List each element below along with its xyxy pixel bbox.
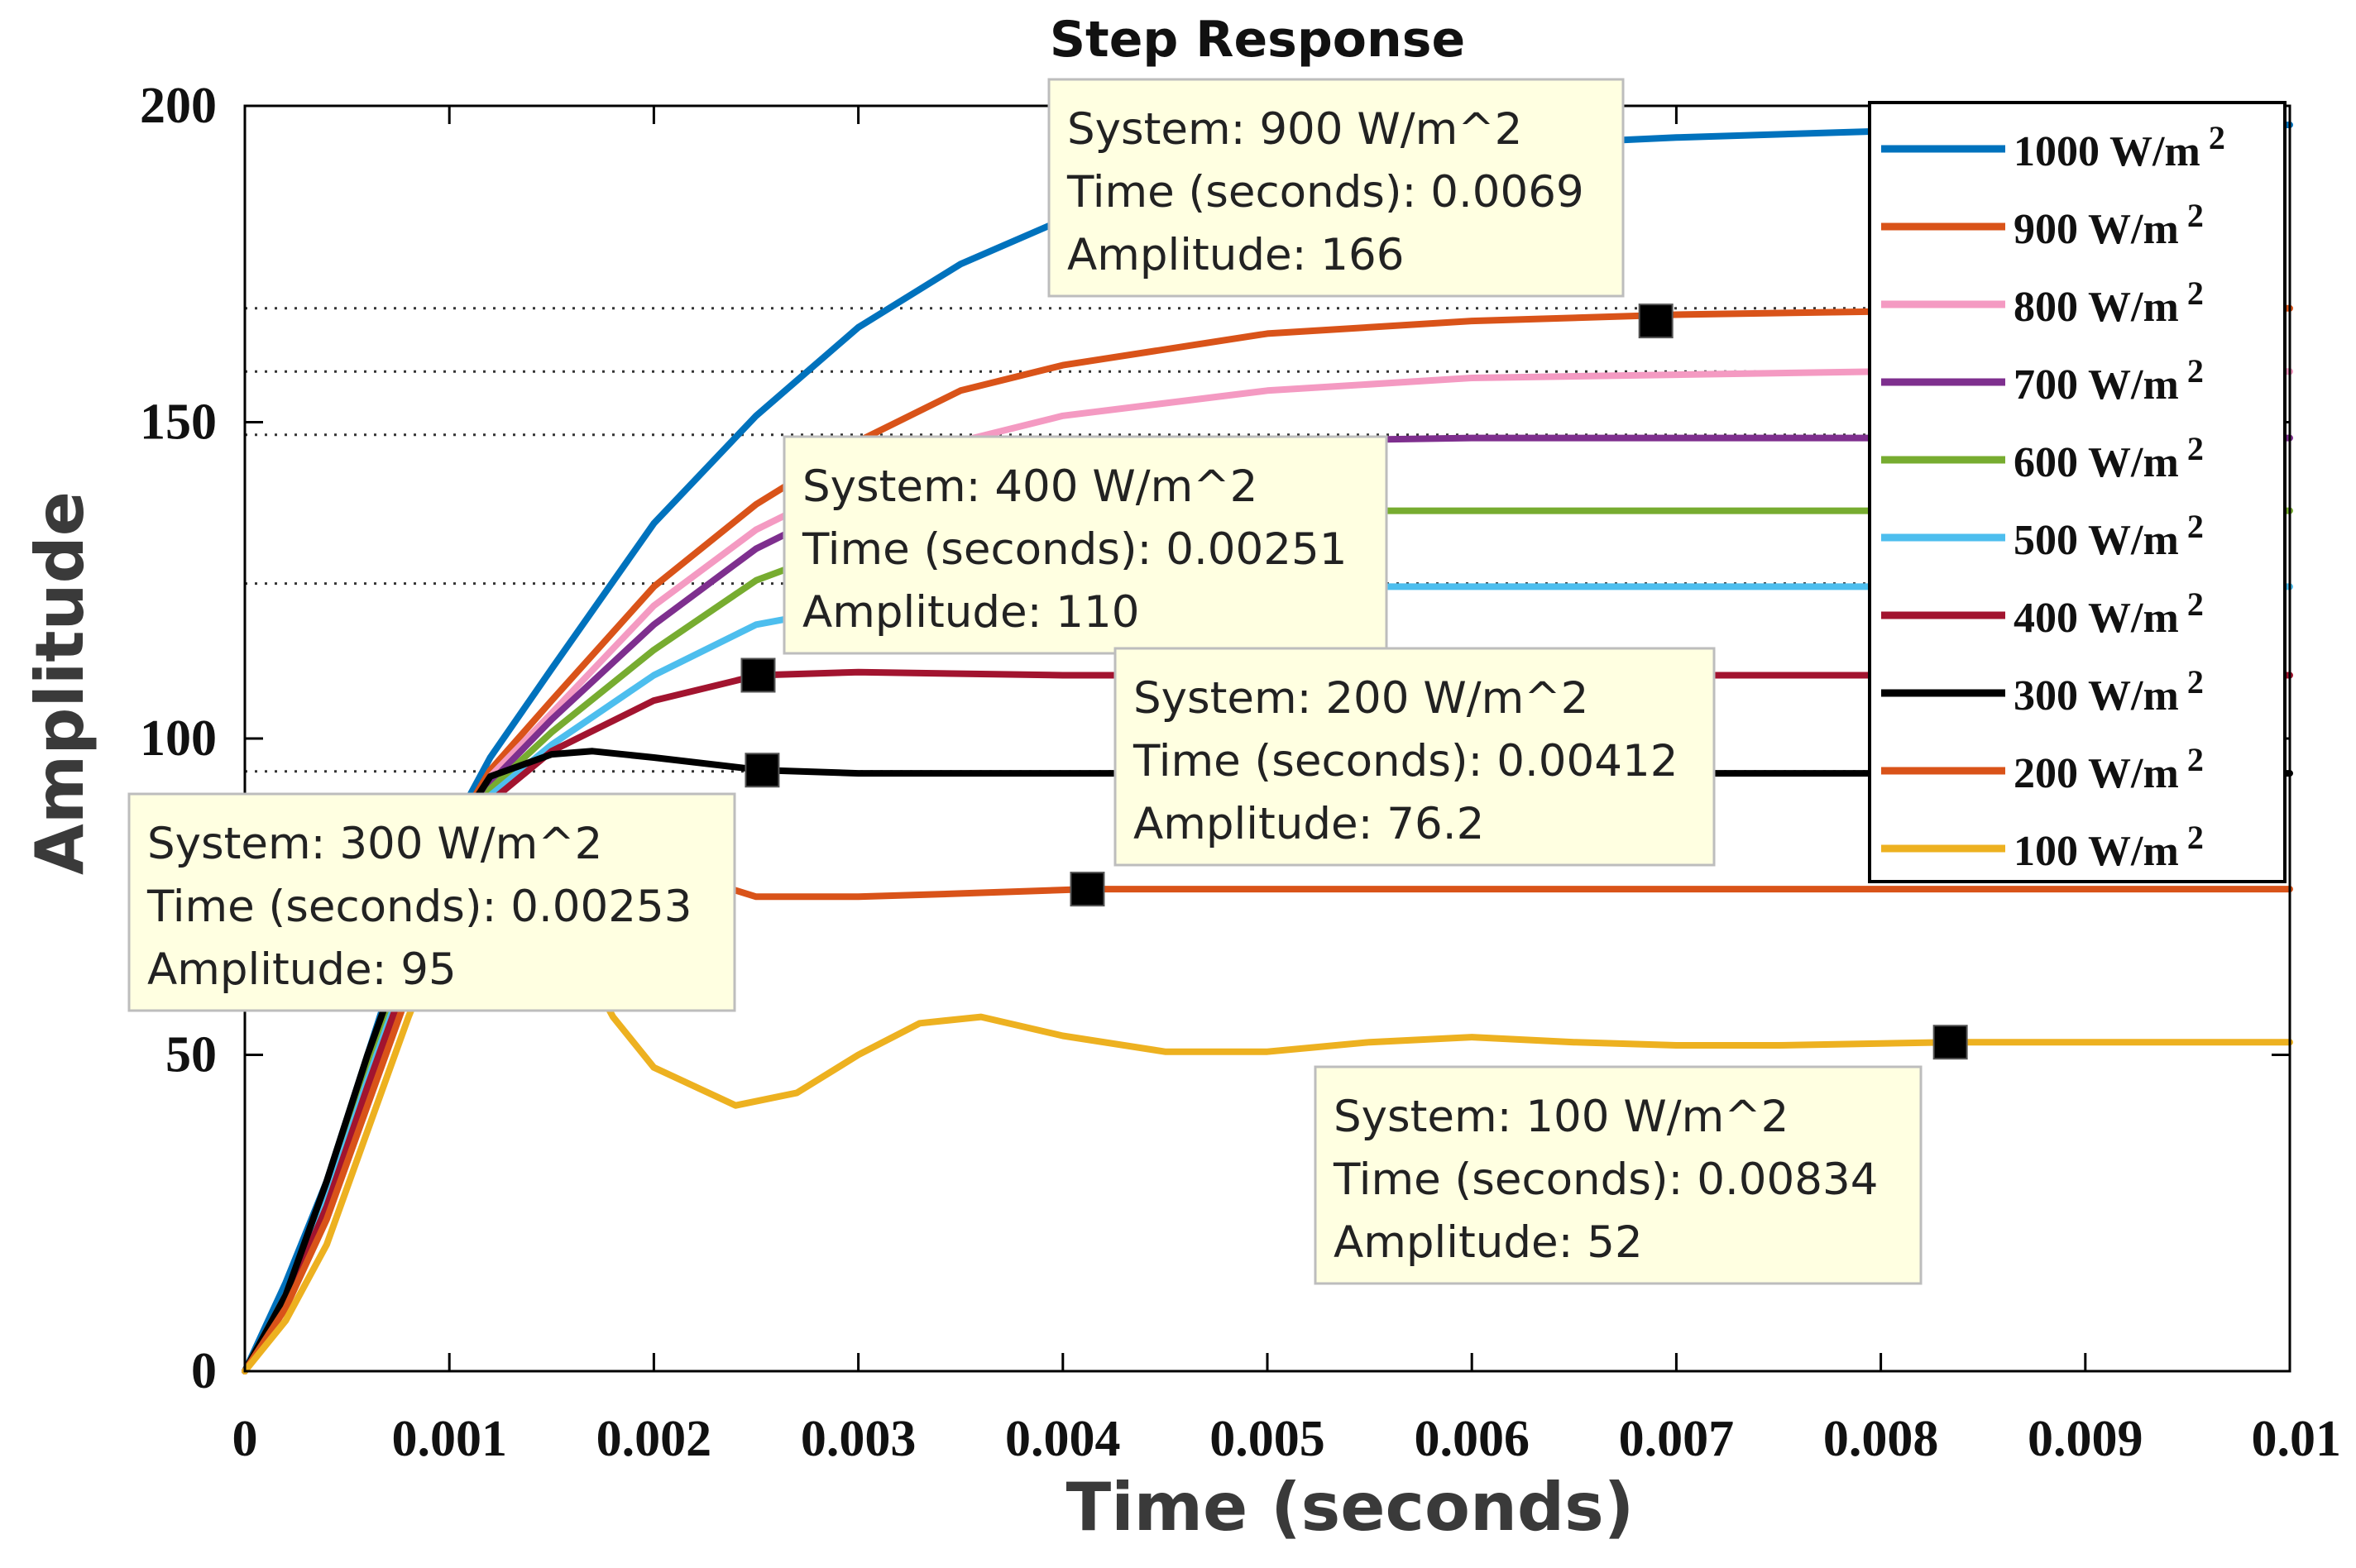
legend-entry-0: 1000 W/m 2: [1881, 119, 2225, 175]
legend-superscript-6: 2: [2179, 586, 2204, 623]
datatip-marker-1: [740, 657, 776, 693]
x-tick-label-1: 0.001: [391, 1411, 507, 1467]
y-tick-label-4: 200: [140, 78, 217, 134]
datatip-1: System: 400 W/m^2 Time (seconds): 0.00251…: [783, 435, 1388, 655]
y-tick-label-0: 0: [191, 1343, 217, 1399]
legend-superscript-2: 2: [2179, 275, 2204, 312]
datatip-markers: [740, 304, 1968, 1060]
legend-entry-5: 500 W/m 2: [1881, 508, 2204, 564]
datatips: System: 900 W/m^2 Time (seconds): 0.0069 A…: [127, 78, 1923, 1285]
legend-label-1: 900 W/m 2: [2014, 197, 2204, 253]
chart-title: Step Response: [1050, 11, 1465, 69]
datatip-line-2-0: System: 200 W/m^2: [1133, 673, 1588, 724]
datatip-box-0: [1047, 78, 1625, 298]
y-axis-label: Amplitude: [22, 491, 98, 875]
y-tick-label-2: 100: [140, 710, 217, 767]
datatip-box-3: [127, 792, 736, 1012]
legend-entry-4: 600 W/m 2: [1881, 430, 2204, 486]
legend-label-4: 600 W/m 2: [2014, 430, 2204, 486]
x-tick-label-7: 0.007: [1619, 1411, 1735, 1467]
datatip-line-2-1: Time (seconds): 0.00412: [1133, 736, 1678, 786]
y-tick-labels: 0 50 100 150 200: [140, 78, 217, 1399]
legend-superscript-1: 2: [2179, 197, 2204, 234]
legend-entry-1: 900 W/m 2: [1881, 197, 2204, 253]
datatip-line-4-1: Time (seconds): 0.00834: [1333, 1154, 1878, 1205]
datatip-line-4-2: Amplitude: 52: [1334, 1217, 1643, 1268]
datatip-line-0-1: Time (seconds): 0.0069: [1066, 167, 1584, 218]
x-tick-label-8: 0.008: [1823, 1411, 1939, 1467]
legend-label-0: 1000 W/m 2: [2014, 119, 2225, 175]
y-tick-label-3: 150: [140, 394, 217, 451]
datatip-line-3-2: Amplitude: 95: [147, 944, 457, 995]
legend-entry-9: 100 W/m 2: [1881, 819, 2204, 875]
x-tick-label-10: 0.01: [2252, 1411, 2342, 1467]
legend-entry-2: 800 W/m 2: [1881, 275, 2204, 331]
legend-superscript-4: 2: [2179, 430, 2204, 467]
x-tick-label-5: 0.005: [1209, 1411, 1325, 1467]
datatip-4: System: 100 W/m^2 Time (seconds): 0.00834…: [1314, 1065, 1923, 1285]
legend-entry-3: 700 W/m 2: [1881, 352, 2204, 409]
legend-label-2: 800 W/m 2: [2014, 275, 2204, 331]
legend-superscript-5: 2: [2179, 508, 2204, 545]
datatip-box-4: [1314, 1065, 1923, 1285]
legend-superscript-7: 2: [2179, 663, 2204, 700]
legend-entry-7: 300 W/m 2: [1881, 663, 2204, 719]
legend-superscript-3: 2: [2179, 352, 2204, 390]
legend-entry-6: 400 W/m 2: [1881, 586, 2204, 642]
legend-label-5: 500 W/m 2: [2014, 508, 2204, 564]
legend-superscript-0: 2: [2200, 119, 2225, 156]
legend-label-9: 100 W/m 2: [2014, 819, 2204, 875]
datatip-marker-0: [1638, 304, 1674, 339]
x-tick-label-9: 0.009: [2028, 1411, 2143, 1467]
x-tick-label-4: 0.004: [1005, 1411, 1121, 1467]
datatip-line-1-1: Time (seconds): 0.00251: [802, 524, 1347, 575]
datatip-box-2: [1113, 647, 1716, 867]
legend-label-8: 200 W/m 2: [2014, 741, 2204, 797]
datatip-3: System: 300 W/m^2 Time (seconds): 0.00253…: [127, 792, 736, 1012]
x-tick-labels: 0 0.001 0.002 0.003 0.004 0.005 0.006 0.007 0.00…: [232, 1411, 2342, 1467]
datatip-0: System: 900 W/m^2 Time (seconds): 0.0069 A…: [1047, 78, 1625, 298]
datatip-line-3-1: Time (seconds): 0.00253: [146, 882, 692, 932]
datatip-line-0-0: System: 900 W/m^2: [1067, 104, 1522, 155]
datatip-marker-4: [1932, 1025, 1968, 1060]
legend-label-7: 300 W/m 2: [2014, 663, 2204, 719]
y-tick-label-1: 50: [165, 1027, 217, 1083]
legend-entry-8: 200 W/m 2: [1881, 741, 2204, 797]
legend-label-3: 700 W/m 2: [2014, 352, 2204, 409]
datatip-box-1: [783, 435, 1388, 655]
datatip-line-3-0: System: 300 W/m^2: [147, 819, 602, 869]
datatip-line-1-0: System: 400 W/m^2: [802, 461, 1257, 512]
x-axis-label: Time (seconds): [1066, 1469, 1635, 1546]
legend: 1000 W/m 2 900 W/m 2 800 W/m 2 700 W/m 2 600…: [1868, 101, 2287, 883]
datatip-line-1-2: Amplitude: 110: [802, 587, 1139, 638]
x-tick-label-6: 0.006: [1414, 1411, 1530, 1467]
datatip-marker-2: [1070, 872, 1105, 907]
series-line-8: [242, 817, 2293, 1374]
datatip-2: System: 200 W/m^2 Time (seconds): 0.00412…: [1113, 647, 1716, 867]
legend-superscript-8: 2: [2179, 741, 2204, 778]
datatip-marker-3: [745, 753, 780, 788]
legend-box: [1868, 101, 2287, 883]
legend-label-6: 400 W/m 2: [2014, 586, 2204, 642]
datatip-line-4-0: System: 100 W/m^2: [1334, 1092, 1789, 1142]
datatip-line-2-2: Amplitude: 76.2: [1133, 799, 1484, 849]
x-tick-label-0: 0: [232, 1411, 258, 1467]
datatip-line-0-2: Amplitude: 166: [1067, 230, 1404, 280]
x-tick-label-3: 0.003: [801, 1411, 917, 1467]
legend-superscript-9: 2: [2179, 819, 2204, 856]
x-tick-label-2: 0.002: [596, 1411, 712, 1467]
